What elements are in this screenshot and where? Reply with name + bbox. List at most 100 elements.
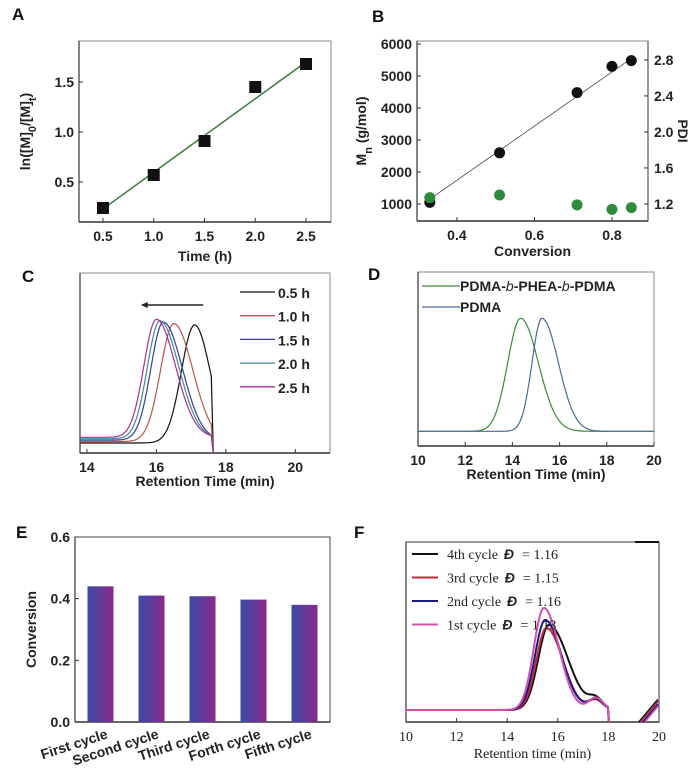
panel-f: F 10 12 14 16 18 20 Retention time (min) 4th cyc…	[354, 523, 666, 762]
y-tick-label: 0.6	[51, 529, 71, 545]
y2-axis-label: PDI	[675, 119, 691, 142]
trace-line	[418, 317, 654, 432]
x-tick-label: 0.5	[93, 228, 113, 244]
panel-label: B	[372, 7, 384, 26]
x-tick-label: 0.6	[525, 227, 545, 243]
legend-cycle: 3rd cycle	[447, 572, 499, 587]
data-point-mn	[494, 147, 506, 159]
panel-a: A 0.5 1.0 1.5 2.0 2.5 0.5 1.0 1.5 Time (h) ln([M]0…	[12, 5, 332, 264]
x-axis-label: Conversion	[494, 243, 571, 259]
y-tick-label: 0.5	[55, 174, 75, 190]
data-point-pdi	[494, 189, 506, 201]
bar	[87, 586, 114, 722]
label-part: -PHEA-	[514, 278, 563, 294]
x-tick-label: 1.5	[195, 228, 215, 244]
data-point-mn	[606, 60, 618, 72]
legend-cycle: 1st cycle	[447, 619, 496, 634]
legend-label: 1st cycle Đ = 1.13	[447, 617, 556, 634]
y2-tick-label: 2.8	[654, 52, 674, 68]
data-point-pdi	[424, 192, 436, 204]
y-tick-label: 2000	[381, 164, 412, 180]
x-tick-label: 0.4	[447, 227, 467, 243]
plot-frame	[78, 40, 332, 223]
x-tick-label: 18	[599, 452, 615, 468]
x-tick-label: 1.0	[144, 228, 164, 244]
x-tick-label: 16	[551, 730, 565, 745]
dispersity-symbol: Đ	[502, 617, 512, 633]
y-axis-label: ln([M]0/[M]t)	[17, 93, 39, 170]
trace-line	[406, 626, 610, 723]
x-tick-label: 2.5	[296, 228, 316, 244]
data-point	[198, 135, 211, 147]
panel-label: E	[16, 523, 27, 542]
panel-b: B 0.4 0.6 0.8 1000 2000 3000 4000 5000 6000 1.2 1.6…	[353, 7, 691, 259]
arrow-head-icon	[140, 302, 148, 308]
trace-tail	[644, 705, 660, 723]
panel-label: F	[354, 523, 364, 542]
label-part: PDMA	[460, 299, 501, 315]
bar	[240, 599, 267, 722]
label-part: )	[17, 93, 33, 98]
y-axis-label: Conversion	[23, 591, 39, 668]
legend-label: 2.0 h	[278, 356, 310, 372]
x-tick-label: 14	[79, 459, 95, 475]
data-point	[249, 81, 262, 93]
y2-tick-label: 1.6	[654, 160, 674, 176]
label-part: 0	[27, 126, 39, 132]
fit-line	[429, 58, 632, 200]
x-axis-label: Retention Time (min)	[467, 466, 606, 482]
y-tick-label: 0.4	[51, 591, 71, 607]
legend-dispersity-value: = 1.16	[522, 548, 558, 563]
x-tick-label: 20	[652, 730, 666, 745]
y-tick-label: 0.0	[51, 714, 71, 730]
x-tick-label: 14	[505, 452, 521, 468]
data-point-pdi	[571, 199, 583, 211]
legend-label: 0.5 h	[278, 285, 310, 301]
legend-cycle: 2nd cycle	[447, 595, 501, 610]
legend-label: 2.5 h	[278, 380, 310, 396]
x-tick-label: 0.8	[602, 227, 622, 243]
trace-line	[406, 606, 610, 723]
y-tick-label: 6000	[381, 36, 412, 52]
data-point-pdi	[625, 202, 637, 214]
data-point-mn	[625, 55, 637, 67]
trace-tail	[640, 700, 660, 723]
y-tick-label: 0.2	[51, 652, 71, 668]
dispersity-symbol: Đ	[504, 546, 514, 562]
y2-tick-label: 2.4	[654, 88, 674, 104]
trace-line	[406, 624, 610, 723]
dispersity-symbol: Đ	[507, 593, 517, 609]
y-tick-label: 3000	[381, 132, 412, 148]
legend-label: 1.0 h	[278, 309, 310, 325]
legend-label: 2nd cycle Đ = 1.16	[447, 593, 561, 610]
bar	[138, 595, 165, 722]
legend-label: 4th cycle Đ = 1.16	[447, 546, 558, 563]
x-tick-label: 2.0	[246, 228, 266, 244]
legend-cycle: 4th cycle	[447, 548, 498, 563]
label-part: b	[506, 278, 514, 294]
data-point-pdi	[606, 203, 618, 215]
legend-dispersity-value: = 1.13	[521, 619, 557, 634]
trace-line	[80, 318, 214, 454]
x-tick-label: 18	[218, 459, 234, 475]
y-axis-label: Mn (g/mol)	[353, 97, 375, 166]
panel-label: A	[12, 5, 24, 24]
trace-line	[406, 619, 610, 723]
label-part: (g/mol)	[353, 97, 369, 148]
trace-line	[80, 324, 214, 454]
legend-label: 3rd cycle Đ = 1.15	[447, 570, 559, 587]
label-part: ln([M]	[17, 132, 33, 170]
y-tick-label: 1.0	[55, 124, 75, 140]
trace-line	[80, 321, 214, 454]
x-tick-label: 16	[552, 452, 568, 468]
label-part: PDMA-	[460, 278, 506, 294]
y2-tick-label: 1.2	[654, 196, 674, 212]
label-part: t	[27, 97, 39, 101]
y-tick-label: 5000	[381, 68, 412, 84]
legend-dispersity-value: = 1.15	[523, 572, 559, 587]
label-part: /[M]	[17, 101, 33, 126]
plot-frame	[417, 271, 655, 447]
label-part: n	[363, 147, 375, 154]
x-tick-label: 10	[399, 730, 413, 745]
